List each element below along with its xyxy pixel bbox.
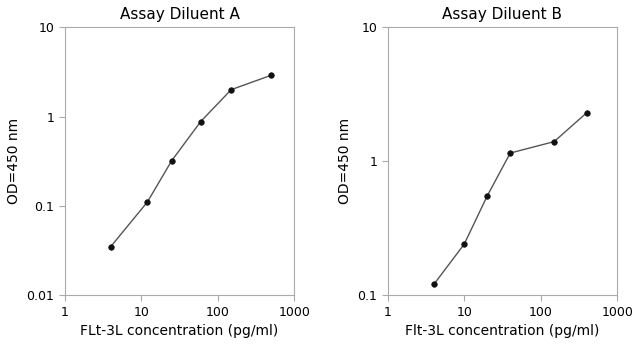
Title: Assay Diluent A: Assay Diluent A [120,7,239,22]
X-axis label: FLt-3L concentration (pg/ml): FLt-3L concentration (pg/ml) [81,324,278,338]
X-axis label: Flt-3L concentration (pg/ml): Flt-3L concentration (pg/ml) [405,324,600,338]
Y-axis label: OD=450 nm: OD=450 nm [338,118,352,204]
Y-axis label: OD=450 nm: OD=450 nm [7,118,21,204]
Title: Assay Diluent B: Assay Diluent B [442,7,563,22]
